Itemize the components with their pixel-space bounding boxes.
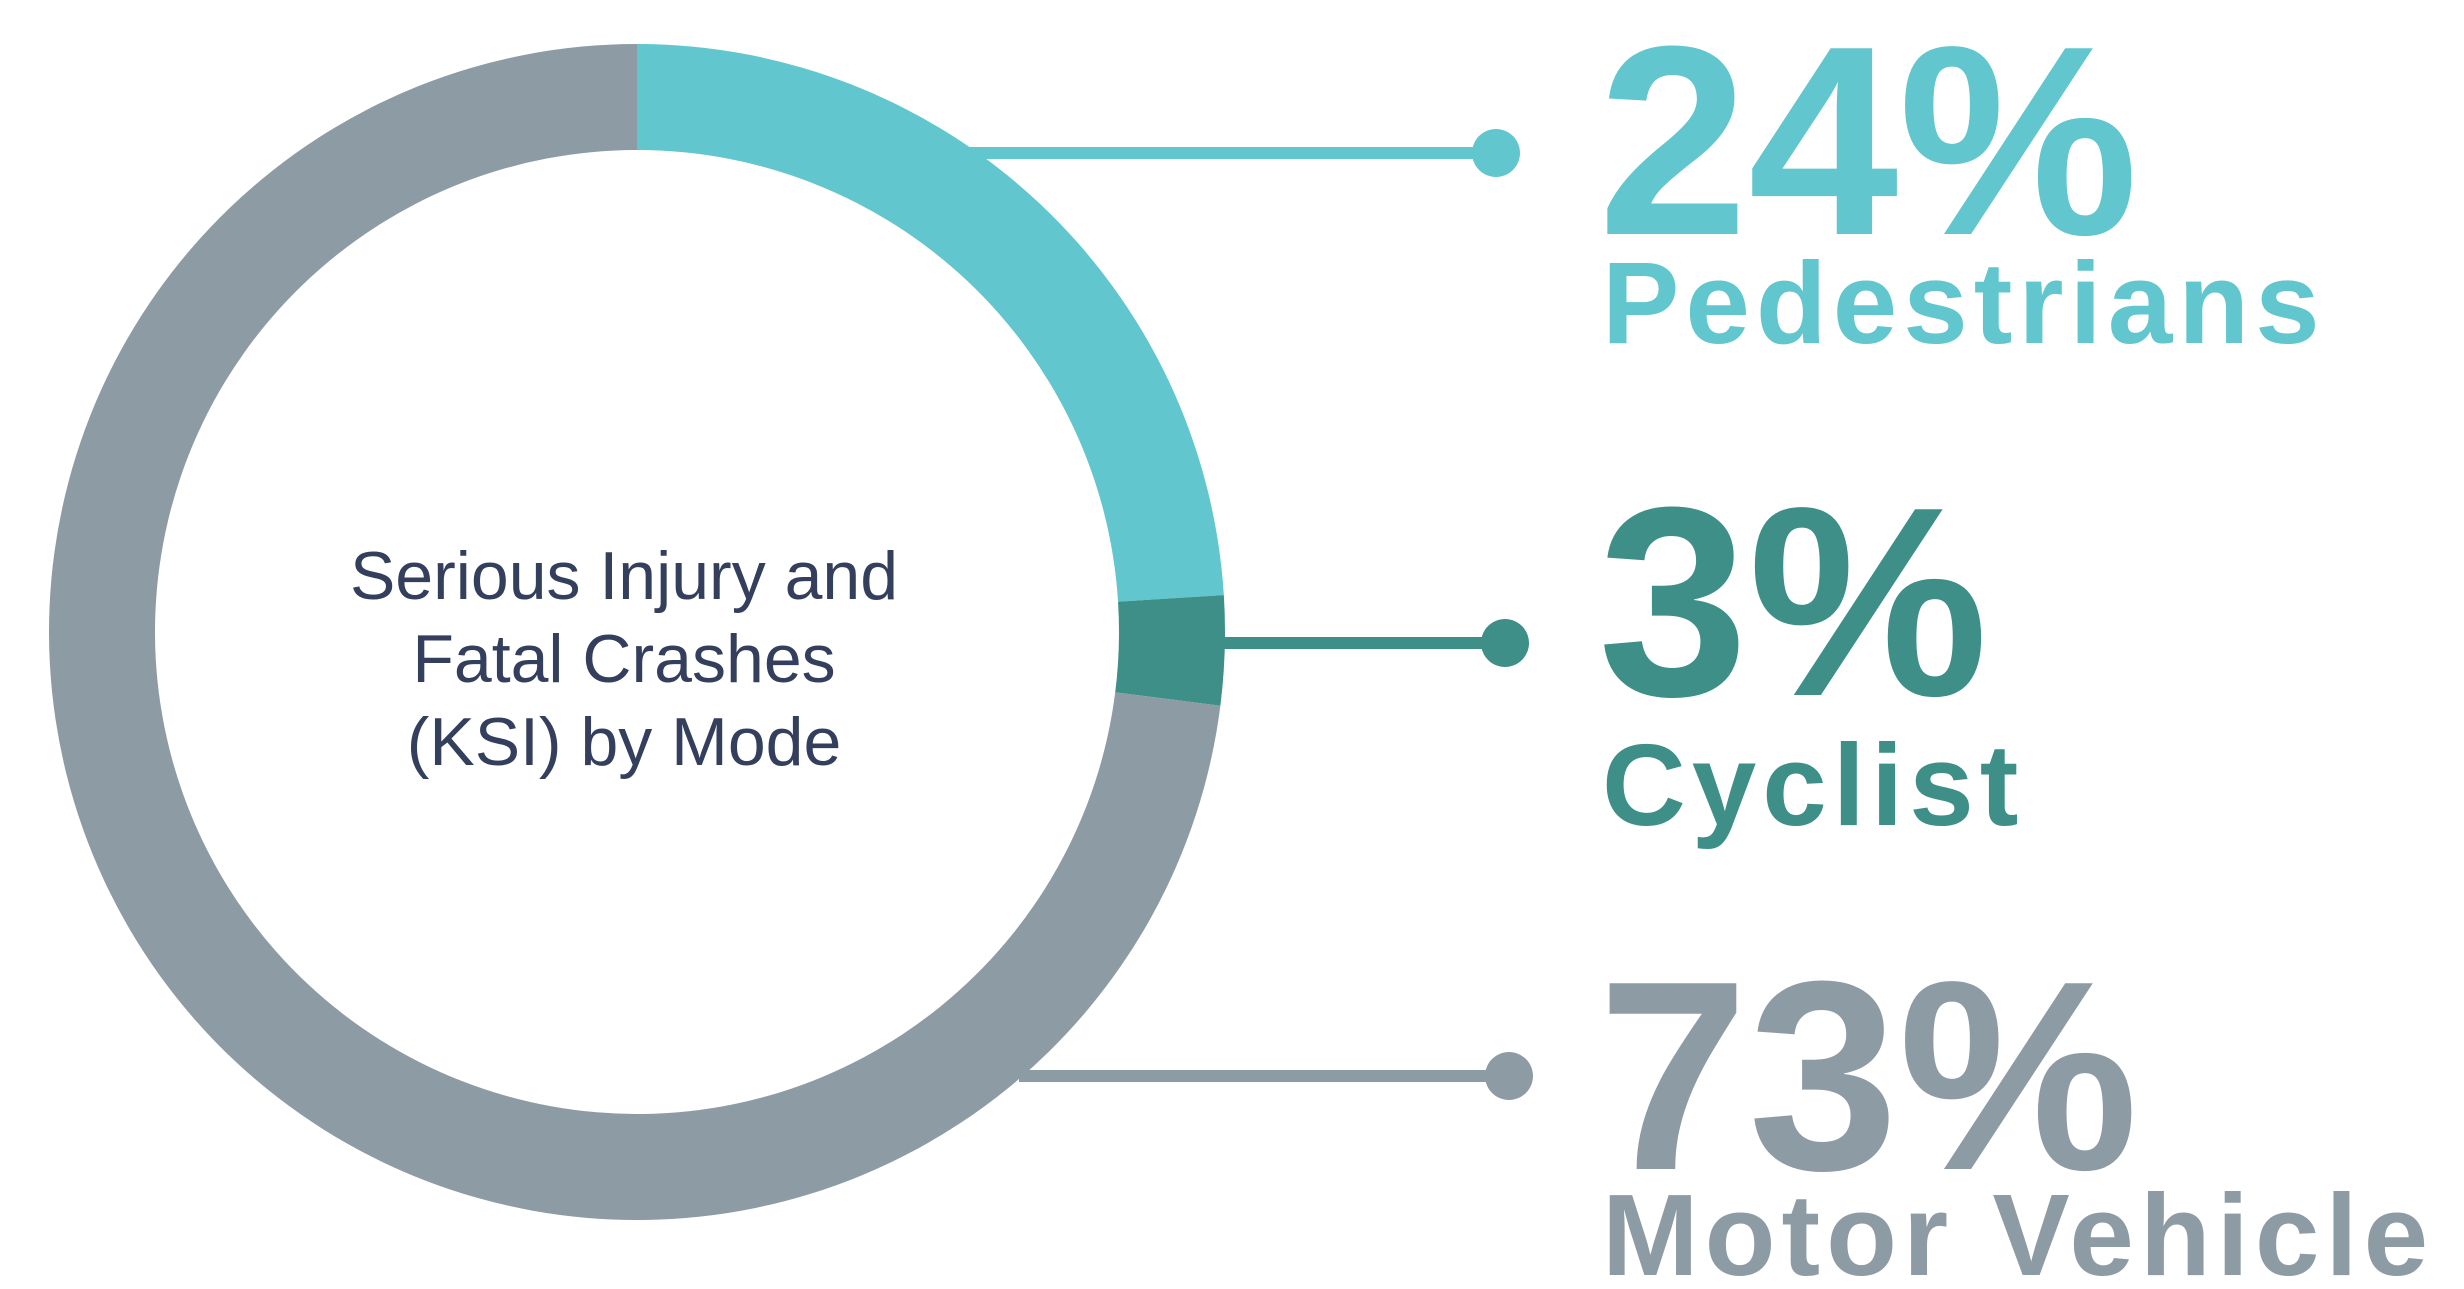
leader-dot: [1472, 129, 1520, 177]
value-label: 24%: [1598, 0, 2138, 292]
donut-segment: [637, 44, 1224, 602]
donut-segment: [1115, 595, 1225, 706]
category-label: Motor Vehicle: [1602, 1170, 2434, 1289]
value-label: 73%: [1598, 926, 2138, 1227]
category-label: Pedestrians: [1602, 238, 2326, 368]
value-label: 3%: [1598, 452, 1988, 753]
category-label: Cyclist: [1602, 720, 2024, 850]
leader-dot: [1485, 1052, 1533, 1100]
chart-title: Serious Injury and Fatal Crashes (KSI) b…: [349, 538, 899, 780]
leader-dot: [1481, 619, 1529, 667]
